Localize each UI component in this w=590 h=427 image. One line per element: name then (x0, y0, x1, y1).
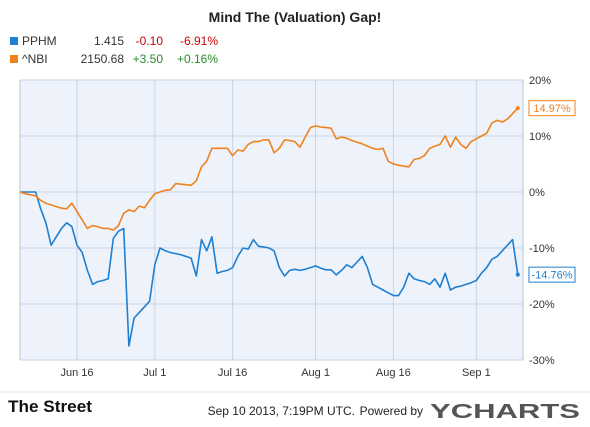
legend-name-pphm: PPHM (22, 34, 57, 48)
legend-pct-nbi: +0.16% (177, 52, 218, 66)
ycharts-logo-text: YCHARTS (430, 401, 580, 423)
x-tick-label: Jun 16 (61, 367, 94, 379)
x-tick-label: Jul 16 (218, 367, 247, 379)
legend-name-nbi: ^NBI (22, 52, 48, 66)
legend-pphm: PPHM 1.415 -0.10 -6.91% (10, 34, 218, 48)
y-tick-label: -20% (529, 299, 555, 311)
series-line-pphm (20, 191, 519, 347)
y-tick-label: 10% (529, 131, 551, 143)
chart-title: Mind The (Valuation) Gap! (209, 9, 382, 25)
x-tick-label: Aug 16 (376, 367, 411, 379)
series-line-nbi (19, 107, 519, 231)
footer-timestamp: Sep 10 2013, 7:19PM UTC. (208, 404, 355, 418)
end-label-box-nbi (528, 100, 576, 117)
grid (20, 79, 523, 361)
legend-pct-pphm: -6.91% (180, 34, 218, 48)
ycharts-logo[interactable]: YCHARTS (430, 401, 580, 423)
x-tick-label: Jul 1 (143, 367, 166, 379)
legend-swatch-pphm (10, 37, 18, 45)
legend-change-nbi: +3.50 (133, 52, 164, 66)
plot-area (19, 79, 524, 361)
end-label-pphm: -14.76% (532, 270, 573, 282)
end-labels: -14.76% 14.97% (528, 100, 576, 283)
x-tick-label: Aug 1 (301, 367, 330, 379)
brand-logo-thestreet: The Street (8, 397, 92, 416)
y-tick-label: 20% (529, 75, 551, 87)
series-endpoint-pphm (515, 272, 520, 277)
legend-change-pphm: -0.10 (136, 34, 164, 48)
series-layer (19, 106, 520, 347)
series-endpoint-nbi (515, 106, 520, 111)
end-label-nbi: 14.97% (533, 103, 571, 115)
x-tick-label: Sep 1 (462, 367, 491, 379)
legend-value-nbi: 2150.68 (81, 52, 125, 66)
legend-nbi: ^NBI 2150.68 +3.50 +0.16% (10, 52, 218, 66)
y-tick-label: 0% (529, 187, 545, 199)
legend-swatch-nbi (10, 55, 18, 63)
axis-layer: 20% 10% 0% -10% -20% -30% Jun 16 Jul 1 Jul 16 Aug… (61, 75, 555, 379)
end-label-box-pphm (528, 266, 576, 283)
y-tick-label: -30% (529, 355, 555, 367)
footer-powered-by: Powered by (360, 404, 423, 418)
y-tick-label: -10% (529, 243, 555, 255)
legend-value-pphm: 1.415 (94, 34, 124, 48)
